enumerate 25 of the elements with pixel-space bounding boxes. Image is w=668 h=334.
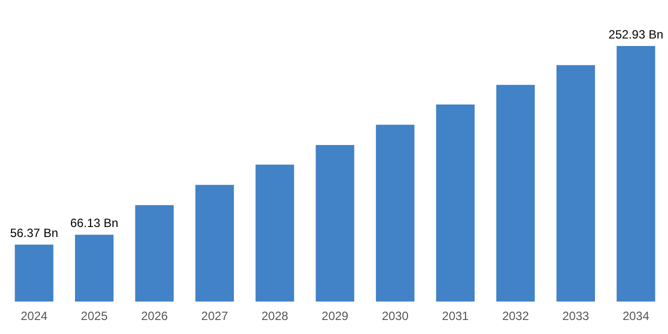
x-tick-label: 2026	[141, 309, 168, 324]
bar	[376, 124, 414, 302]
x-tick-label: 2028	[261, 309, 288, 324]
bar	[496, 84, 535, 302]
bar	[195, 184, 234, 302]
bar	[436, 104, 475, 302]
bar	[616, 46, 656, 302]
x-tick-label: 2029	[322, 309, 349, 324]
data-label: 66.13 Bn	[70, 216, 118, 230]
bar	[135, 205, 174, 302]
bar	[75, 234, 114, 302]
bar	[256, 164, 294, 302]
x-tick-label: 2025	[80, 309, 108, 324]
bar	[316, 144, 354, 302]
bar	[14, 244, 54, 302]
x-tick-label: 2030	[382, 309, 409, 324]
x-tick-label: 2031	[442, 309, 470, 324]
data-label: 56.37 Bn	[10, 226, 58, 240]
x-tick-label: 2024	[20, 309, 48, 324]
x-tick-label: 2033	[562, 309, 590, 324]
x-tick-label: 2032	[502, 309, 530, 324]
data-label: 252.93 Bn	[608, 27, 664, 42]
bar	[556, 65, 595, 302]
x-tick-label: 2027	[201, 309, 228, 324]
x-tick-label: 2034	[622, 309, 650, 324]
